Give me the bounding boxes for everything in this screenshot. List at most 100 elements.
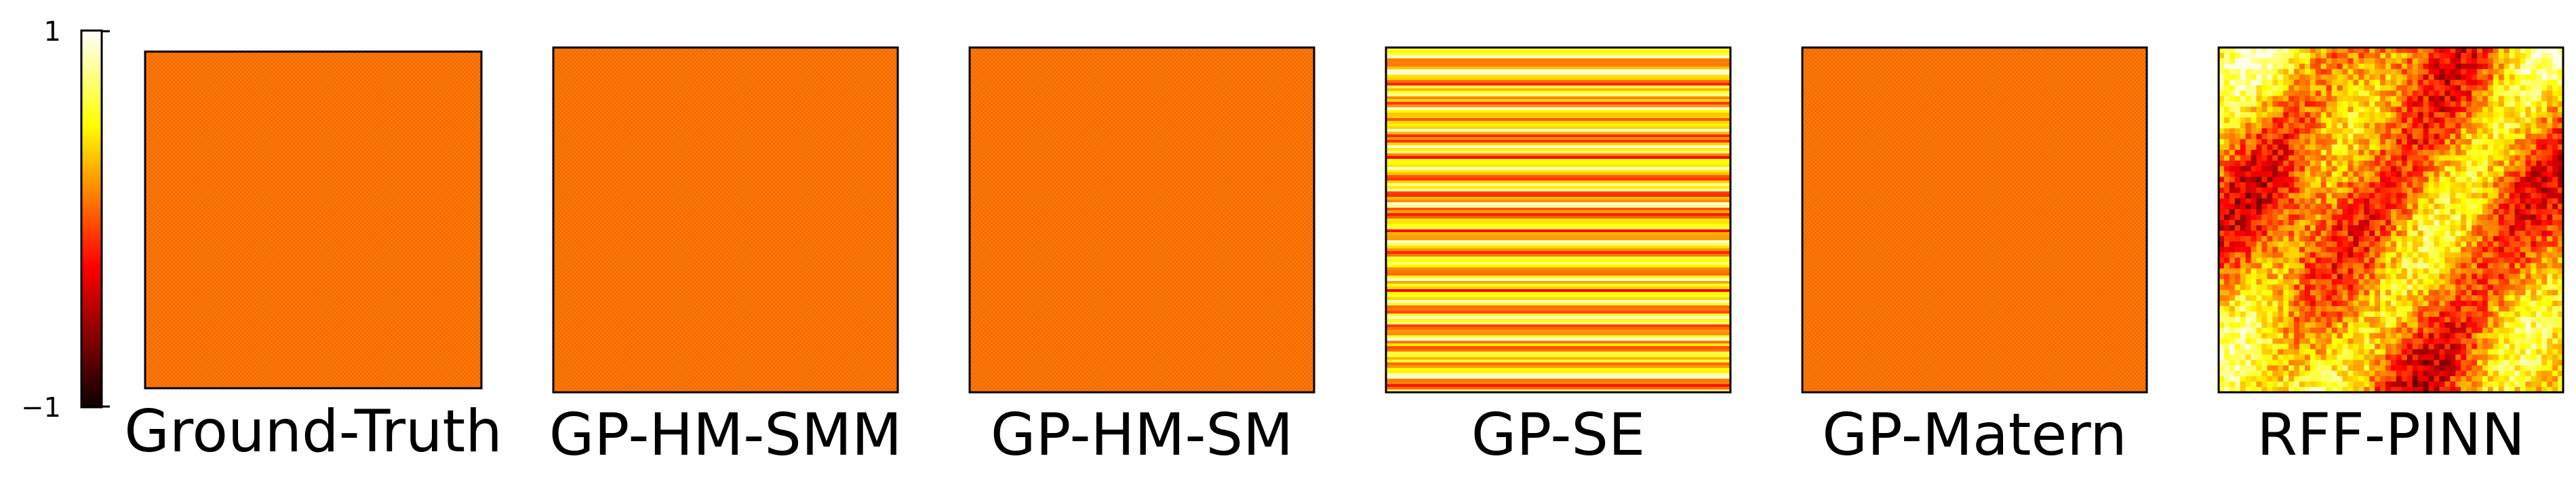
heatmap-cell: [2223, 134, 2230, 140]
heatmap-cell: [2428, 316, 2435, 323]
heatmap-cell: [2509, 230, 2516, 237]
panel-title-gp-hm-smm: GP-HM-SMM: [549, 401, 903, 469]
heatmap-gp-se: [1386, 48, 1730, 393]
heatmap-cell: [2412, 257, 2419, 264]
heatmap-cell: [2315, 160, 2322, 167]
heatmap-cell: [2294, 123, 2300, 129]
panel-title-gp-matern: GP-Matern: [1822, 401, 2127, 469]
heatmap-cell: [2531, 204, 2537, 210]
heatmap-cell: [2261, 134, 2268, 140]
heatmap-ground-truth: [145, 52, 481, 388]
heatmap-cell: [2417, 176, 2424, 183]
heatmap-cell: [2401, 74, 2408, 81]
heatmap-cell: [2498, 376, 2505, 382]
heatmap-cell: [2482, 96, 2489, 102]
heatmap-cell: [2498, 257, 2505, 264]
heatmap-cell: [2331, 327, 2338, 334]
heatmap-cell: [2347, 290, 2354, 296]
heatmap-cell: [2320, 160, 2327, 167]
heatmap-cell: [2380, 306, 2386, 312]
heatmap-cell: [2358, 85, 2364, 92]
heatmap-cell: [2337, 128, 2343, 134]
heatmap-cell: [2223, 198, 2230, 204]
heatmap-cell: [2423, 257, 2430, 264]
heatmap-cell: [2487, 214, 2494, 221]
heatmap-cell: [2234, 220, 2241, 226]
heatmap-cell: [2525, 149, 2531, 156]
heatmap-cell: [2525, 63, 2531, 70]
heatmap-cell: [2531, 85, 2537, 92]
heatmap-cell: [2455, 52, 2461, 59]
heatmap-cell: [2267, 209, 2273, 215]
heatmap-cell: [2455, 176, 2461, 183]
heatmap-cell: [2326, 311, 2333, 318]
heatmap-cell: [2509, 171, 2516, 178]
heatmap-cell: [2558, 117, 2564, 124]
heatmap-cell: [2337, 182, 2343, 188]
heatmap-cell: [2439, 230, 2445, 237]
heatmap-cell: [2444, 268, 2451, 274]
heatmap-cell: [2358, 333, 2364, 339]
heatmap-cell: [2223, 58, 2230, 64]
heatmap-cell: [2487, 274, 2494, 280]
heatmap-cell: [2472, 360, 2478, 366]
heatmap-cell: [2461, 365, 2467, 371]
heatmap-cell: [2342, 371, 2349, 377]
heatmap-cell: [2417, 160, 2424, 167]
heatmap-cell: [2396, 236, 2402, 242]
heatmap-cell: [2525, 134, 2531, 140]
heatmap-cell: [2477, 252, 2483, 259]
heatmap-cell: [2520, 74, 2527, 81]
heatmap-cell: [2396, 290, 2402, 296]
heatmap-cell: [2342, 316, 2349, 323]
heatmap-cell: [2364, 74, 2370, 81]
heatmap-cell: [2461, 338, 2467, 345]
heatmap-cell: [2320, 74, 2327, 81]
heatmap-cell: [2461, 225, 2467, 231]
heatmap-cell: [2272, 160, 2278, 167]
heatmap-cell: [2315, 295, 2322, 301]
heatmap-cell: [2396, 387, 2402, 393]
heatmap-cell: [2342, 230, 2349, 237]
heatmap-cell: [2466, 74, 2472, 81]
heatmap-cell: [2444, 204, 2451, 210]
heatmap-cell: [2391, 252, 2397, 259]
heatmap-cell: [2240, 48, 2246, 54]
heatmap-cell: [2219, 236, 2225, 242]
heatmap-cell: [2461, 90, 2467, 97]
heatmap-cell: [2385, 204, 2392, 210]
heatmap-cell: [2375, 236, 2381, 242]
heatmap-cell: [2331, 96, 2338, 102]
heatmap-cell: [2552, 63, 2558, 70]
heatmap-cell: [2315, 96, 2322, 102]
heatmap-cell: [2487, 63, 2494, 70]
heatmap-cell: [2482, 198, 2489, 204]
heatmap-cell: [2514, 85, 2521, 92]
heatmap-cell: [2305, 360, 2311, 366]
heatmap-cell: [2412, 371, 2419, 377]
heatmap-cell: [2439, 128, 2445, 134]
heatmap-cell: [2278, 246, 2284, 253]
heatmap-cell: [2514, 311, 2521, 318]
heatmap-cell: [2450, 128, 2456, 134]
heatmap-cell: [2375, 349, 2381, 356]
heatmap-cell: [2342, 90, 2349, 97]
heatmap-cell: [2315, 322, 2322, 329]
heatmap-cell: [2326, 241, 2333, 248]
heatmap-cell: [2256, 316, 2263, 323]
heatmap-cell: [2482, 69, 2489, 75]
heatmap-cell: [2353, 387, 2359, 393]
heatmap-cell: [2320, 85, 2327, 92]
heatmap-cell: [2509, 128, 2516, 134]
heatmap-cell: [2552, 306, 2558, 312]
heatmap-cell: [2261, 107, 2268, 113]
heatmap-cell: [2396, 74, 2402, 81]
heatmap-cell: [2294, 182, 2300, 188]
heatmap-cell: [2498, 58, 2505, 64]
heatmap-cell: [2503, 193, 2510, 199]
heatmap-cell: [2375, 220, 2381, 226]
heatmap-cell: [2283, 96, 2289, 102]
heatmap-cell: [2358, 290, 2364, 296]
heatmap-cell: [2391, 112, 2397, 118]
heatmap-cell: [2428, 306, 2435, 312]
